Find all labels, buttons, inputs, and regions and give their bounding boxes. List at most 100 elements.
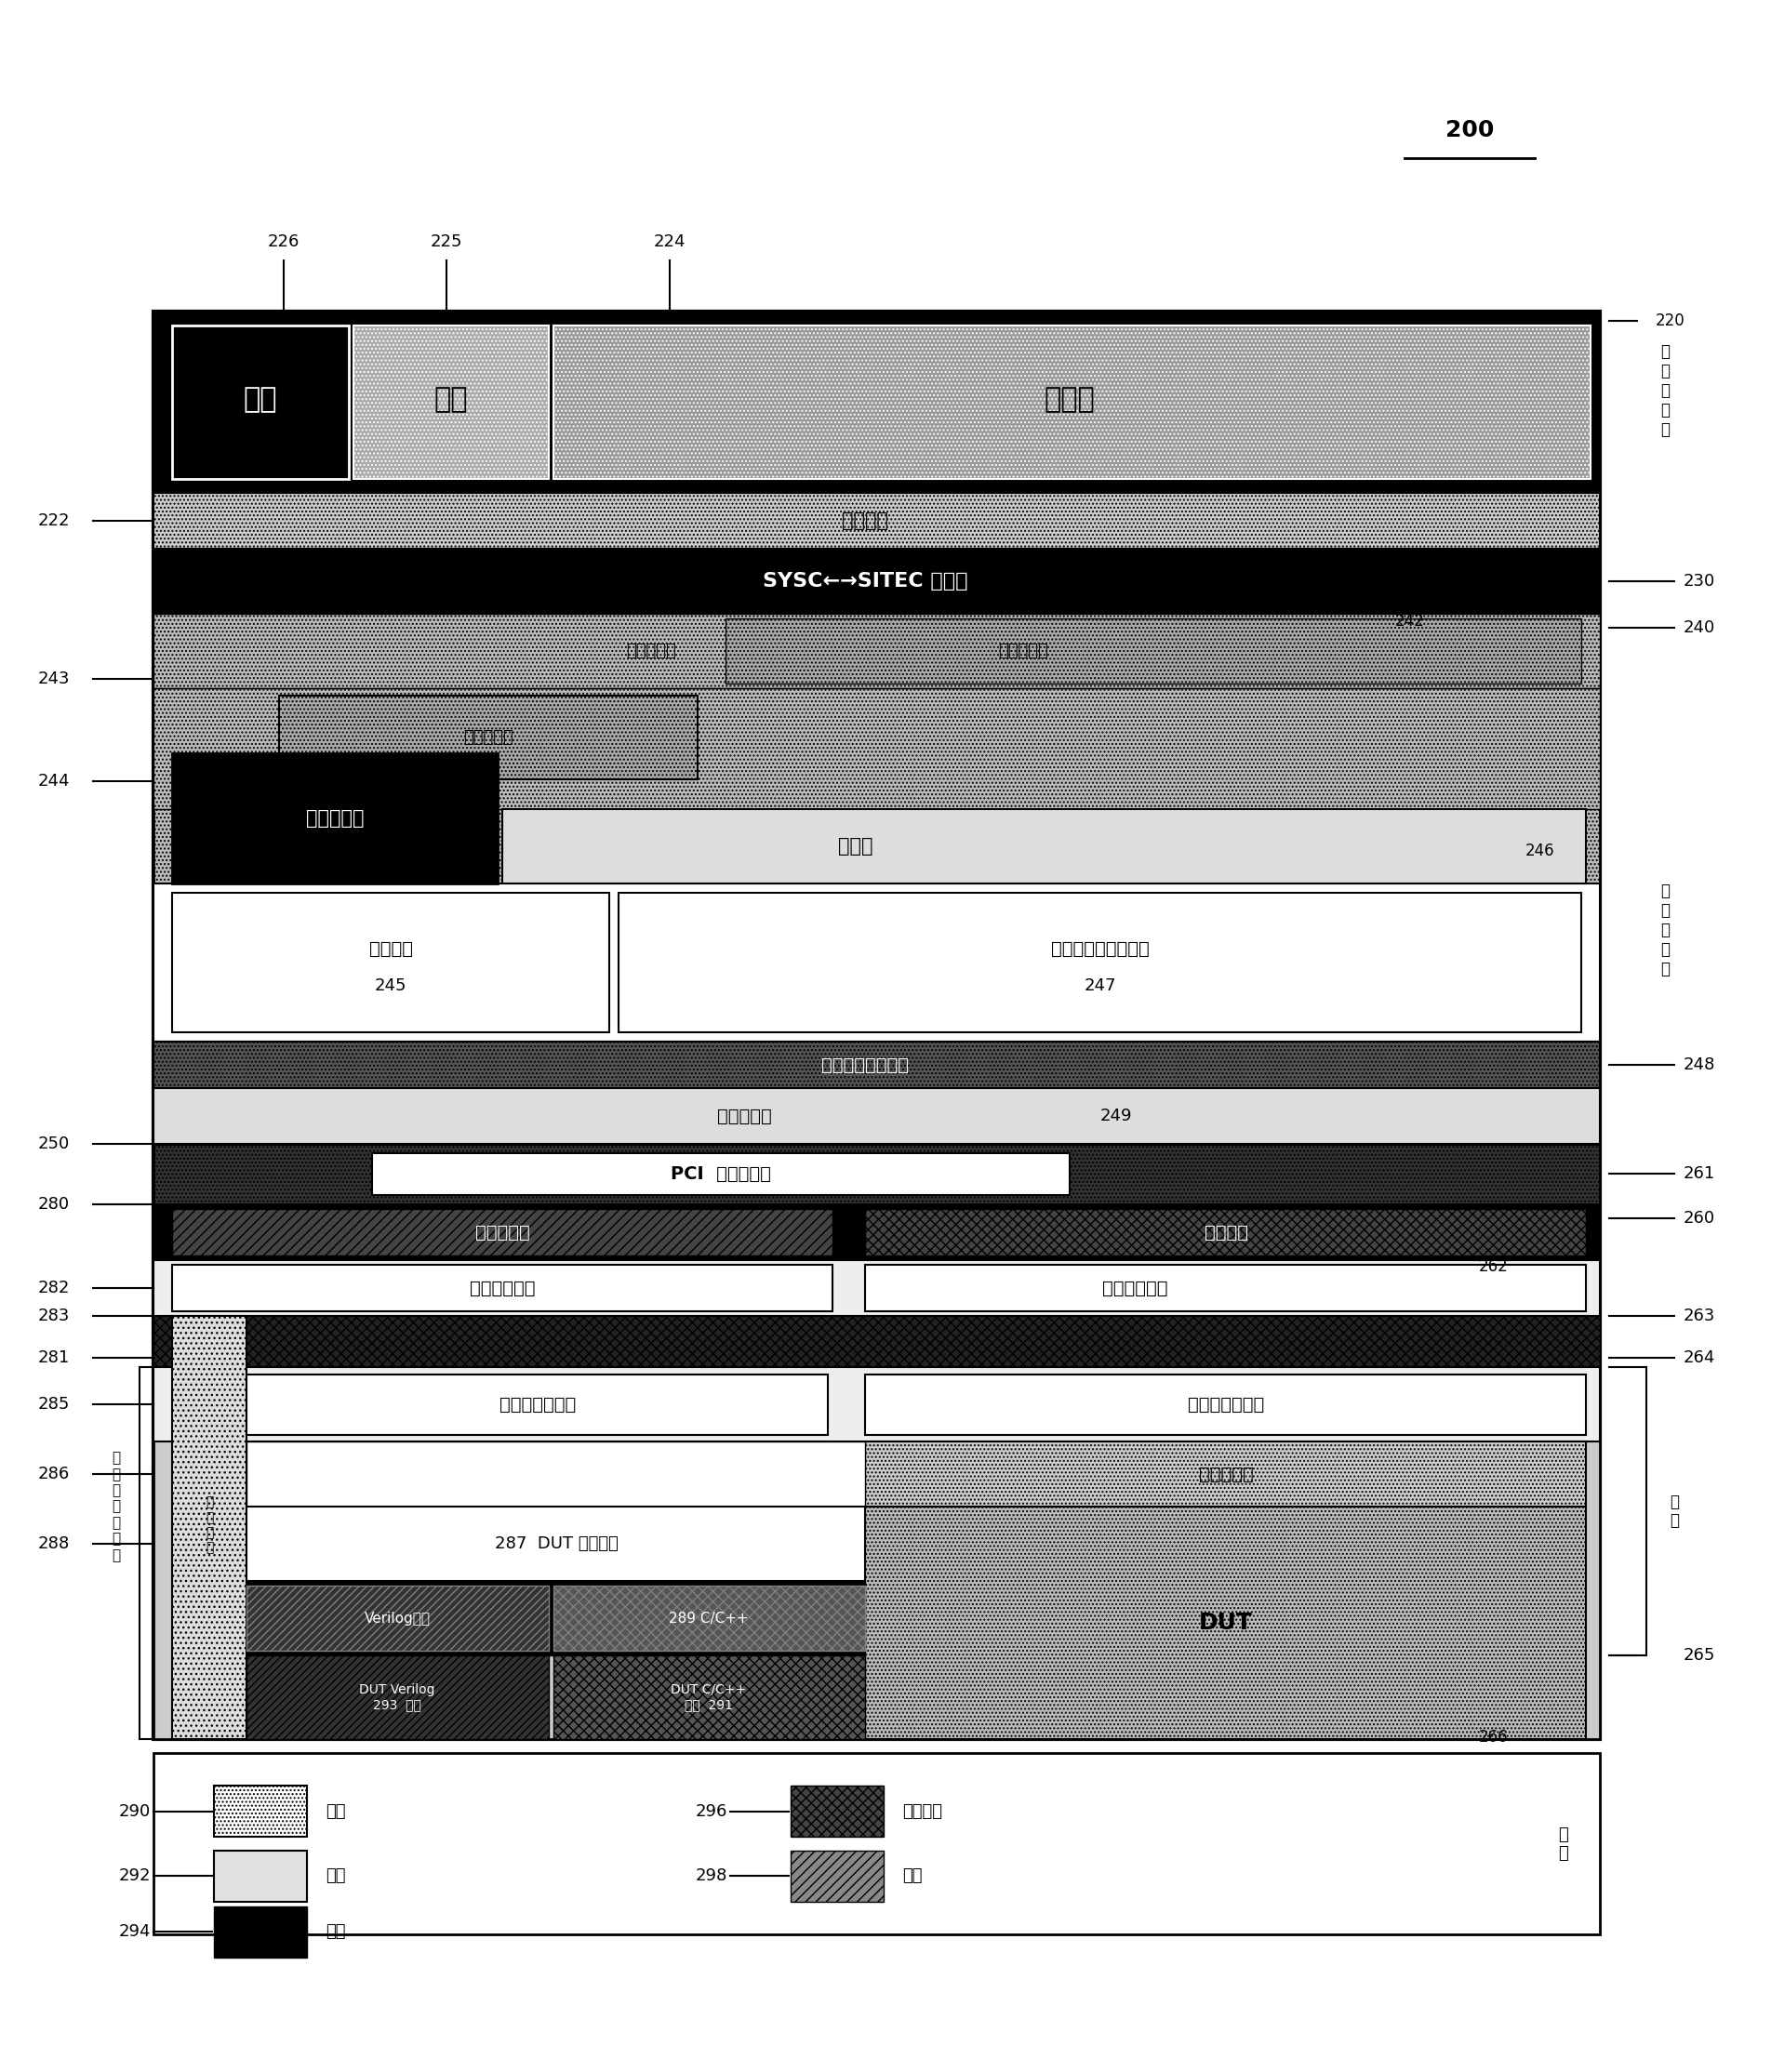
Text: 264: 264 [1684,1349,1716,1365]
Text: 225: 225 [430,234,462,251]
Text: 244: 244 [37,773,69,789]
Text: 243: 243 [37,671,69,688]
Bar [154,311,1599,493]
Text: 240: 240 [1684,620,1716,636]
Bar [214,1786,306,1836]
Bar [553,1656,864,1738]
Bar [154,1042,1599,1088]
Bar [154,613,1599,688]
Bar [154,1368,1599,1442]
Text: 标准接口: 标准接口 [841,512,889,530]
Bar [172,1208,832,1256]
Text: 281: 281 [37,1349,69,1365]
Text: 框架类: 框架类 [838,837,873,856]
Text: 用户: 用户 [326,1867,345,1883]
Text: 224: 224 [653,234,685,251]
Bar [154,1753,1599,1935]
Bar [154,1316,1599,1368]
Text: 296: 296 [696,1803,728,1819]
Bar [214,1850,306,1902]
Text: 249: 249 [1100,1109,1132,1125]
Bar [280,696,698,779]
Text: 用户测试域: 用户测试域 [627,642,677,659]
Text: 系统: 系统 [326,1923,345,1939]
Bar [372,1154,1070,1196]
Bar [154,1144,1599,1204]
Text: 222: 222 [37,512,69,528]
Text: 用户测试集: 用户测试集 [999,642,1048,659]
Text: 285: 285 [37,1397,69,1413]
Text: 245: 245 [375,978,407,995]
Text: 294: 294 [119,1923,151,1939]
Bar [864,1442,1585,1506]
Text: 283: 283 [37,1307,69,1324]
Bar [246,1374,827,1436]
Text: 用户测试集: 用户测试集 [464,729,514,746]
Text: 模块高准位命令接口: 模块高准位命令接口 [1052,941,1149,957]
Bar [246,1581,864,1656]
Text: 背板通信库: 背板通信库 [717,1106,772,1125]
Text: 现
场
控
制
器: 现 场 控 制 器 [1661,883,1670,978]
Text: 298: 298 [696,1867,728,1883]
Bar [154,311,1599,1738]
Bar [864,1264,1585,1312]
Text: 260: 260 [1684,1210,1716,1227]
Bar [172,1264,832,1312]
Bar [154,493,1599,549]
Text: 226: 226 [267,234,299,251]
Bar [246,1506,864,1581]
Text: 背板仿真接口: 背板仿真接口 [469,1278,535,1297]
Bar [246,1656,549,1738]
Text: 硬件背板: 硬件背板 [1204,1222,1249,1241]
Bar [246,1585,549,1651]
Bar [790,1850,884,1902]
Text: 标准测试类: 标准测试类 [306,808,363,827]
Text: 软
件
模
块
仿
真
器: 软 件 模 块 仿 真 器 [112,1450,120,1562]
Text: 288: 288 [37,1535,69,1552]
Text: 200: 200 [1445,118,1495,141]
Text: 负载板硬件接口: 负载板硬件接口 [1188,1394,1264,1413]
Bar [246,1442,864,1506]
Text: 外部: 外部 [901,1867,923,1883]
Bar [214,1906,306,1958]
Text: 286: 286 [37,1465,69,1481]
Text: 模
块: 模 块 [1670,1494,1679,1529]
Bar [154,549,1599,613]
Text: 模块标准测试类组: 模块标准测试类组 [822,1057,909,1073]
Bar [618,893,1582,1032]
Text: 292: 292 [119,1867,151,1883]
Text: 工具: 工具 [434,385,468,414]
Text: 工具: 工具 [243,385,278,414]
Text: 底板插槽接口: 底板插槽接口 [1102,1278,1167,1297]
Text: DUT Verilog
293  模型: DUT Verilog 293 模型 [360,1682,436,1711]
Text: 248: 248 [1684,1057,1716,1073]
Bar [154,688,1599,808]
Bar [172,1316,246,1738]
Text: SYSC←→SITEC 通信库: SYSC←→SITEC 通信库 [763,572,967,591]
Bar [503,808,1585,883]
Text: 模
拟
框
架: 模 拟 框 架 [205,1496,213,1554]
Bar [172,754,498,883]
Text: 背板仿真器: 背板仿真器 [475,1222,530,1241]
Bar [354,325,549,479]
Bar [726,617,1582,684]
Bar [154,1260,1599,1316]
Text: 287  DUT 仿真接口: 287 DUT 仿真接口 [494,1535,618,1552]
Text: DUT: DUT [1199,1612,1252,1635]
Text: 280: 280 [37,1196,69,1212]
Text: 246: 246 [1525,843,1555,860]
Text: 模块开发: 模块开发 [901,1803,942,1819]
Text: 247: 247 [1084,978,1116,995]
Text: 263: 263 [1684,1307,1716,1324]
Bar [154,1204,1599,1738]
Text: 262: 262 [1479,1258,1509,1274]
Bar [864,1374,1585,1436]
Bar [864,1208,1585,1256]
Text: 289 C/C++: 289 C/C++ [669,1612,749,1624]
Text: 负载板仿真接口: 负载板仿真接口 [499,1394,576,1413]
Bar [154,1088,1599,1144]
Text: 接口: 接口 [326,1803,345,1819]
Bar [553,325,1590,479]
Text: 系
统
控
制
器: 系 统 控 制 器 [1661,344,1670,437]
Bar [553,1585,864,1651]
